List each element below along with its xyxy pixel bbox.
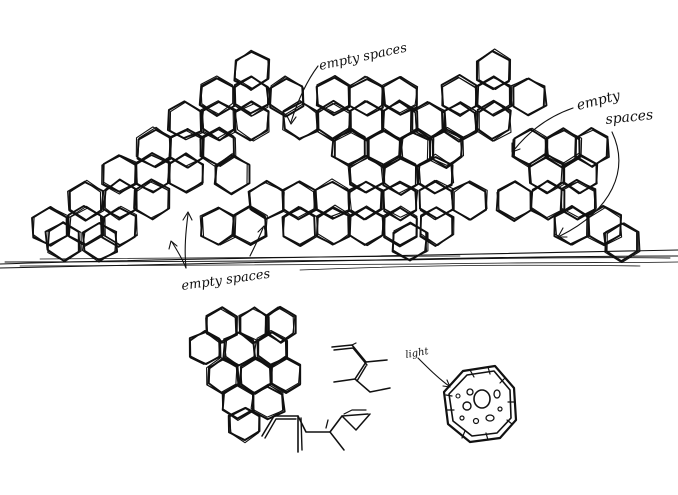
honeycomb-cell [383, 180, 419, 218]
honeycomb-cell [418, 179, 454, 220]
honeycomb-cell [453, 180, 488, 221]
honeycomb-cell [270, 355, 302, 394]
honeycomb-cell [206, 356, 238, 393]
honeycomb-cell [513, 127, 550, 166]
molecule-fragment-upper [331, 342, 391, 393]
honeycomb-cell [101, 179, 138, 221]
honeycomb-cell [168, 127, 205, 169]
honeycomb-cell [232, 205, 268, 245]
honeycomb-cell [189, 330, 221, 365]
honeycomb-cell [476, 50, 511, 91]
honeycomb-cell [265, 305, 297, 344]
honeycomb-cell [478, 101, 512, 142]
annotation-bottom-empty-spaces: empty spaces [180, 267, 271, 294]
honeycomb-cell [381, 206, 417, 246]
honeycomb-cell [228, 407, 261, 441]
honeycomb-cell [381, 76, 419, 114]
honeycomb-cell [214, 154, 248, 195]
honeycomb-cell [32, 205, 68, 247]
honeycomb-cell [442, 101, 478, 139]
honeycomb-cell [562, 152, 598, 195]
annotation-right-empty-line1: empty [575, 87, 623, 113]
annotation-top-empty-spaces: empty spaces [318, 41, 409, 74]
honeycomb-cell [383, 156, 417, 194]
honeycomb-cell [575, 127, 610, 167]
honeycomb-cell [224, 331, 257, 366]
honeycomb-cell [223, 331, 257, 366]
honeycomb-cell [419, 206, 454, 246]
honeycomb-cell [511, 129, 547, 168]
honeycomb-cell [495, 180, 532, 223]
honeycomb-cell [383, 205, 418, 246]
ground-line [0, 249, 678, 271]
honeycomb-cell [205, 307, 237, 342]
honeycomb-cell [474, 76, 511, 116]
honeycomb-cell [102, 207, 138, 246]
honeycomb-cell [476, 99, 512, 140]
honeycomb-cell [451, 181, 488, 221]
honeycomb-cell [429, 126, 465, 166]
honeycomb-cell [47, 221, 81, 262]
honeycomb-cell [417, 156, 454, 195]
honeycomb-cell [268, 75, 304, 115]
honeycomb-cell [560, 180, 597, 218]
honeycomb-cell [381, 180, 417, 221]
honeycomb-cell [202, 128, 237, 167]
honeycomb-cell [476, 101, 512, 142]
honeycomb-cell [281, 181, 315, 220]
honeycomb-cell [200, 75, 234, 116]
honeycomb-cell [234, 103, 270, 142]
honeycomb-cell [478, 48, 512, 91]
honeycomb-cell [213, 154, 251, 196]
honeycomb-cell [509, 78, 545, 117]
honeycomb-cell [313, 178, 350, 218]
honeycomb-cell [200, 100, 235, 140]
honeycomb-cell [282, 100, 318, 140]
honeycomb-cell [234, 49, 271, 89]
honeycomb-cell [168, 153, 205, 194]
annotation-right-empty-line2: spaces [605, 107, 654, 128]
honeycomb-rock-formation [31, 48, 641, 264]
honeycomb-cell [417, 156, 453, 194]
honeycomb-cell [233, 76, 270, 117]
light-arrow [417, 357, 451, 388]
annotation-arrows [168, 65, 620, 269]
small-honeycomb-cluster [188, 305, 302, 444]
honeycomb-cell [232, 205, 266, 245]
honeycomb-cell [270, 358, 301, 395]
honeycomb-cell [347, 155, 384, 194]
honeycomb-cell [315, 181, 351, 219]
honeycomb-cell [264, 308, 296, 343]
molecule-fragment-lower [261, 409, 371, 453]
honeycomb-cell [233, 75, 270, 115]
honeycomb-cell [587, 204, 622, 245]
honeycomb-cell [441, 102, 478, 143]
honeycomb-cell [234, 51, 270, 91]
annotation-light: light [405, 346, 431, 361]
porous-rock-icon [442, 364, 518, 444]
honeycomb-cell [562, 155, 597, 194]
honeycomb-cell [381, 154, 417, 195]
honeycomb-cell [201, 206, 237, 246]
honeycomb-cell [67, 180, 102, 222]
honeycomb-cell [133, 180, 170, 220]
honeycomb-cell [229, 407, 260, 444]
honeycomb-cell [426, 127, 463, 170]
honeycomb-cell [251, 384, 284, 420]
